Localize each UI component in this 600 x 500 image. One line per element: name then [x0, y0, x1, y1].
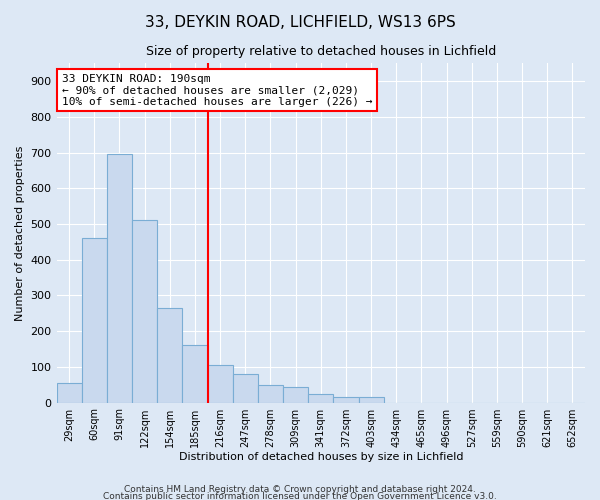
Bar [132, 220, 157, 402]
Bar [56, 383, 82, 402]
Bar [82, 238, 107, 402]
Bar [359, 397, 383, 402]
Bar [107, 154, 132, 402]
Bar [233, 374, 258, 402]
Bar [208, 365, 233, 403]
Y-axis label: Number of detached properties: Number of detached properties [15, 146, 25, 320]
Text: Contains public sector information licensed under the Open Government Licence v3: Contains public sector information licen… [103, 492, 497, 500]
Text: Contains HM Land Registry data © Crown copyright and database right 2024.: Contains HM Land Registry data © Crown c… [124, 486, 476, 494]
Text: 33, DEYKIN ROAD, LICHFIELD, WS13 6PS: 33, DEYKIN ROAD, LICHFIELD, WS13 6PS [145, 15, 455, 30]
Text: 33 DEYKIN ROAD: 190sqm
← 90% of detached houses are smaller (2,029)
10% of semi-: 33 DEYKIN ROAD: 190sqm ← 90% of detached… [62, 74, 373, 106]
Bar [334, 397, 359, 402]
Bar [283, 386, 308, 402]
X-axis label: Distribution of detached houses by size in Lichfield: Distribution of detached houses by size … [179, 452, 463, 462]
Bar [182, 346, 208, 403]
Bar [258, 384, 283, 402]
Title: Size of property relative to detached houses in Lichfield: Size of property relative to detached ho… [146, 45, 496, 58]
Bar [157, 308, 182, 402]
Bar [308, 394, 334, 402]
